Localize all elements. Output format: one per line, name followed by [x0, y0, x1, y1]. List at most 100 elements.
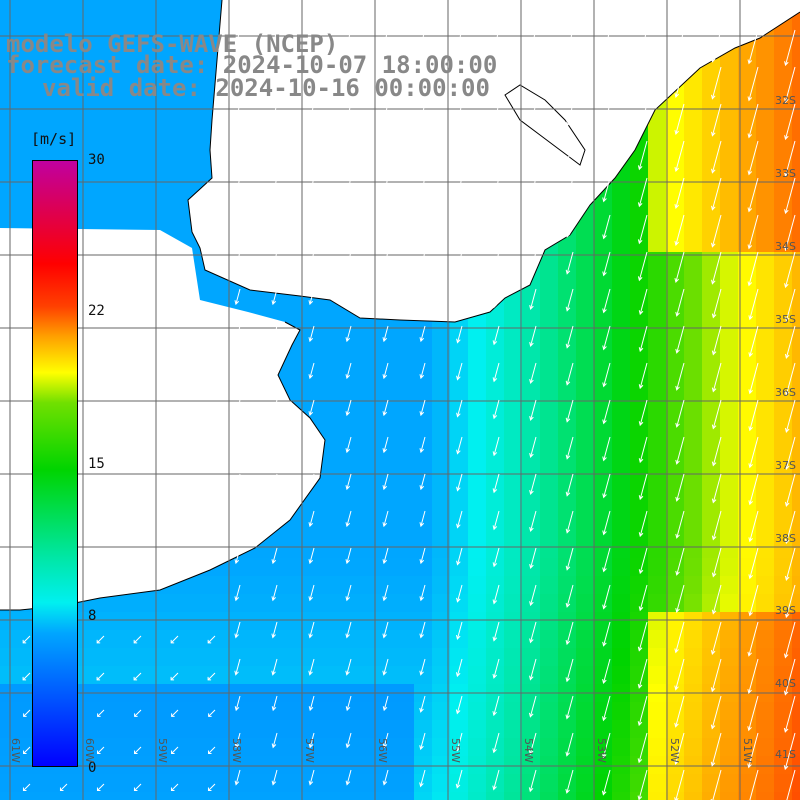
speed-cell	[792, 36, 800, 55]
speed-cell	[342, 522, 361, 541]
speed-cell	[774, 324, 793, 343]
speed-cell	[414, 432, 433, 451]
speed-cell	[756, 504, 775, 523]
speed-cell	[720, 558, 739, 577]
speed-cell	[360, 432, 379, 451]
speed-cell	[144, 594, 163, 613]
wind-arrow	[345, 140, 352, 158]
speed-cell	[360, 594, 379, 613]
wind-arrow	[675, 436, 685, 465]
speed-cell	[774, 360, 793, 379]
speed-cell	[162, 774, 181, 793]
speed-cell	[756, 324, 775, 343]
speed-cell	[234, 594, 253, 613]
wind-arrow	[711, 362, 722, 393]
speed-cell	[702, 252, 721, 271]
speed-cell	[234, 612, 253, 631]
speed-cell	[594, 360, 613, 379]
speed-cell	[414, 522, 433, 541]
wind-arrow	[602, 547, 611, 573]
speed-cell	[774, 576, 793, 595]
wind-arrow	[345, 547, 352, 565]
wind-arrow	[382, 66, 389, 84]
speed-cell	[774, 72, 793, 91]
wind-arrow	[675, 362, 685, 391]
speed-cell	[576, 306, 595, 325]
speed-cell	[162, 0, 181, 19]
speed-cell	[612, 702, 631, 721]
speed-cell	[324, 306, 343, 325]
wind-arrow	[308, 103, 315, 121]
wind-arrow	[675, 510, 685, 539]
wind-arrow	[308, 732, 315, 749]
speed-cell	[738, 162, 757, 181]
speed-cell	[576, 522, 595, 541]
speed-cell	[90, 756, 109, 775]
speed-cell	[72, 54, 91, 73]
speed-cell	[720, 108, 739, 127]
speed-cell	[540, 792, 559, 800]
speed-cell	[594, 342, 613, 361]
wind-arrow	[271, 140, 278, 158]
speed-cell	[558, 270, 577, 289]
wind-arrow	[271, 621, 278, 639]
speed-cell	[468, 630, 487, 649]
wind-arrow	[234, 140, 241, 158]
wind-arrow	[208, 709, 216, 717]
speed-cell	[612, 540, 631, 559]
speed-cell	[324, 342, 343, 361]
wind-arrow	[308, 66, 315, 84]
speed-cell	[306, 648, 325, 667]
speed-cell	[162, 180, 181, 199]
coastline	[187, 0, 800, 323]
speed-cell	[648, 198, 667, 217]
colorbar-units: [m/s]	[31, 130, 77, 148]
speed-cell	[468, 342, 487, 361]
wind-arrow	[492, 732, 500, 754]
wind-arrow	[675, 399, 685, 428]
speed-cell	[90, 18, 109, 37]
speed-cell	[180, 36, 199, 55]
speed-cell	[486, 612, 505, 631]
speed-cell	[720, 396, 739, 415]
speed-cell	[540, 288, 559, 307]
speed-cell	[162, 630, 181, 649]
speed-cell	[684, 540, 703, 559]
speed-cell	[450, 432, 469, 451]
speed-cell	[666, 342, 685, 361]
wind-arrow	[419, 621, 426, 639]
speed-cell	[378, 738, 397, 757]
speed-cell	[108, 108, 127, 127]
speed-cell	[108, 612, 127, 631]
speed-cell	[396, 738, 415, 757]
wind-arrow	[675, 325, 685, 354]
speed-cell	[648, 468, 667, 487]
wind-arrow	[748, 288, 759, 321]
speed-cell	[684, 108, 703, 127]
wind-arrow	[710, 66, 722, 100]
speed-cell	[378, 594, 397, 613]
speed-cell	[108, 756, 127, 775]
wind-arrow	[638, 547, 648, 575]
speed-cell	[378, 756, 397, 775]
speed-cell	[792, 612, 800, 631]
speed-cell	[432, 450, 451, 469]
speed-cell	[756, 432, 775, 451]
wind-arrow	[529, 66, 537, 89]
wind-arrow	[419, 103, 426, 121]
speed-cell	[468, 594, 487, 613]
speed-cell	[288, 612, 307, 631]
speed-cell	[54, 72, 73, 91]
speed-cell	[144, 162, 163, 181]
speed-cell	[432, 666, 451, 685]
speed-cell	[126, 702, 145, 721]
speed-cell	[684, 576, 703, 595]
wind-arrow	[747, 658, 759, 694]
speed-cell	[756, 216, 775, 235]
speed-cell	[144, 18, 163, 37]
speed-cell	[522, 720, 541, 739]
speed-cell	[198, 648, 217, 667]
wind-arrow	[308, 473, 315, 491]
speed-cell	[126, 792, 145, 800]
speed-cell	[198, 90, 217, 109]
